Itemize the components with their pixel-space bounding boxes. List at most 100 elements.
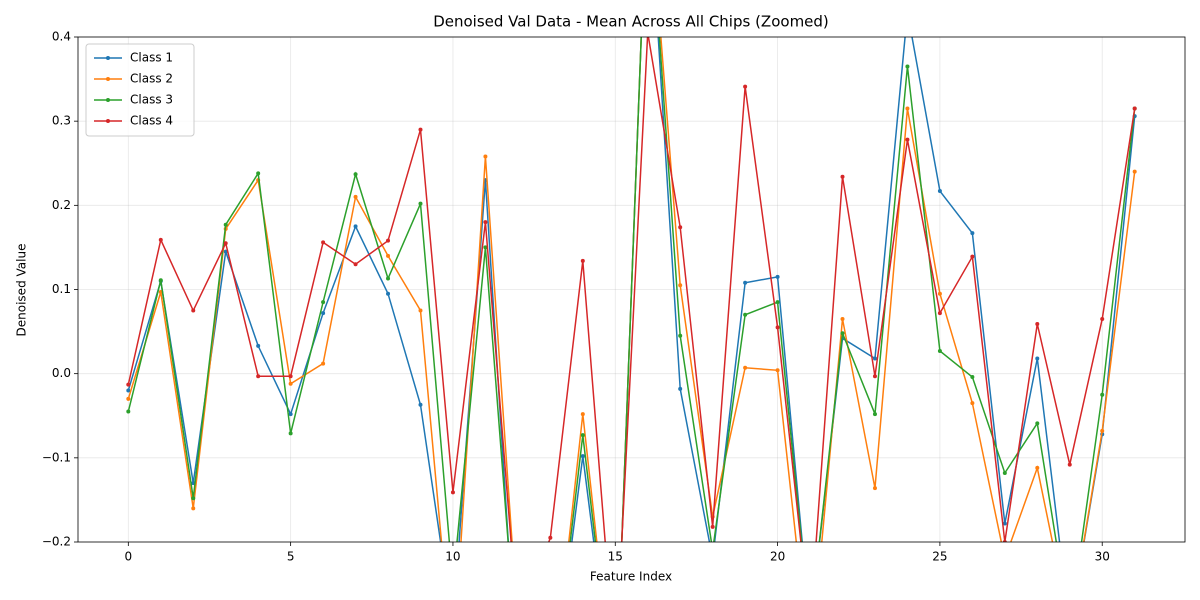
y-tick-label: 0.0 <box>52 366 71 380</box>
data-point <box>775 274 780 279</box>
data-point <box>158 237 163 242</box>
data-point <box>678 283 683 288</box>
data-point <box>937 291 942 296</box>
data-point <box>872 486 877 491</box>
data-point <box>353 172 358 177</box>
data-point <box>321 300 326 305</box>
data-point <box>1132 169 1137 174</box>
data-point <box>386 253 391 258</box>
data-point <box>386 276 391 281</box>
data-point <box>1003 557 1007 561</box>
data-point <box>646 31 650 35</box>
data-point <box>288 374 293 379</box>
y-tick-label: 0.2 <box>52 198 71 212</box>
data-point <box>418 308 423 313</box>
y-axis-label: Denoised Value <box>15 244 29 337</box>
data-point <box>191 496 196 501</box>
data-point <box>386 238 391 243</box>
legend-marker <box>106 56 110 60</box>
data-point <box>905 10 909 14</box>
data-point <box>450 490 455 495</box>
data-point <box>678 386 683 391</box>
data-point <box>126 382 131 387</box>
legend-marker <box>106 77 110 81</box>
data-point <box>905 64 910 69</box>
y-tick-label: 0.3 <box>52 114 71 128</box>
data-point <box>321 361 326 366</box>
legend-box <box>85 43 195 137</box>
legend-label: Class 2 <box>130 72 173 86</box>
data-point <box>256 374 261 379</box>
data-point <box>970 401 975 406</box>
data-point <box>126 396 131 401</box>
data-point <box>872 412 877 417</box>
data-point <box>353 262 358 267</box>
plot-frame <box>77 36 1186 543</box>
data-point <box>256 343 261 348</box>
data-point <box>937 189 942 194</box>
series-line <box>127 37 1136 542</box>
x-axis-label: Feature Index <box>590 570 672 584</box>
data-point <box>743 312 748 317</box>
data-point <box>1035 356 1040 361</box>
data-point <box>191 506 196 511</box>
y-tick-label: −0.2 <box>42 535 71 549</box>
data-point <box>1002 470 1007 475</box>
plot-area <box>126 10 1137 586</box>
data-point <box>743 280 748 285</box>
data-point <box>580 454 585 459</box>
data-point <box>743 84 748 89</box>
data-point <box>256 171 261 176</box>
x-tick-label: 0 <box>124 550 132 564</box>
data-point <box>970 231 975 236</box>
data-point <box>288 381 293 386</box>
data-point <box>1100 392 1105 397</box>
x-tick-label: 15 <box>608 550 623 564</box>
data-point <box>970 375 975 380</box>
data-point <box>223 241 228 246</box>
data-point <box>905 137 910 142</box>
data-point <box>775 300 780 305</box>
data-point <box>1100 316 1105 321</box>
data-point <box>418 201 423 206</box>
data-point <box>840 331 845 336</box>
data-point <box>483 154 488 159</box>
x-tick-label: 20 <box>770 550 785 564</box>
data-point <box>288 431 293 436</box>
data-point <box>580 412 585 417</box>
data-point <box>678 225 683 230</box>
data-point <box>775 325 780 330</box>
legend-marker <box>106 119 110 123</box>
data-point <box>1002 521 1007 526</box>
data-point <box>872 374 877 379</box>
data-point <box>710 524 715 529</box>
data-point <box>1132 106 1137 111</box>
data-point <box>223 222 228 227</box>
data-point <box>126 409 131 414</box>
data-point <box>483 220 488 225</box>
data-point <box>775 368 780 373</box>
y-tick-label: 0.4 <box>52 30 71 44</box>
y-tick-label: −0.1 <box>42 450 71 464</box>
legend-label: Class 1 <box>130 51 173 65</box>
data-point <box>711 557 715 561</box>
data-point <box>678 333 683 338</box>
data-point <box>418 402 423 407</box>
data-point <box>1035 421 1040 426</box>
data-point <box>840 316 845 321</box>
x-tick-label: 25 <box>932 550 947 564</box>
data-point <box>191 308 196 313</box>
data-point <box>580 258 585 263</box>
chart-title: Denoised Val Data - Mean Across All Chip… <box>433 13 829 31</box>
legend-marker <box>106 98 110 102</box>
data-point <box>451 582 455 586</box>
data-point <box>418 127 423 132</box>
data-point <box>711 548 715 552</box>
legend-label: Class 4 <box>130 114 173 128</box>
data-point <box>743 365 748 370</box>
data-point <box>223 249 228 254</box>
data-point <box>872 356 877 361</box>
x-tick-label: 10 <box>445 550 460 564</box>
legend-label: Class 3 <box>130 93 173 107</box>
